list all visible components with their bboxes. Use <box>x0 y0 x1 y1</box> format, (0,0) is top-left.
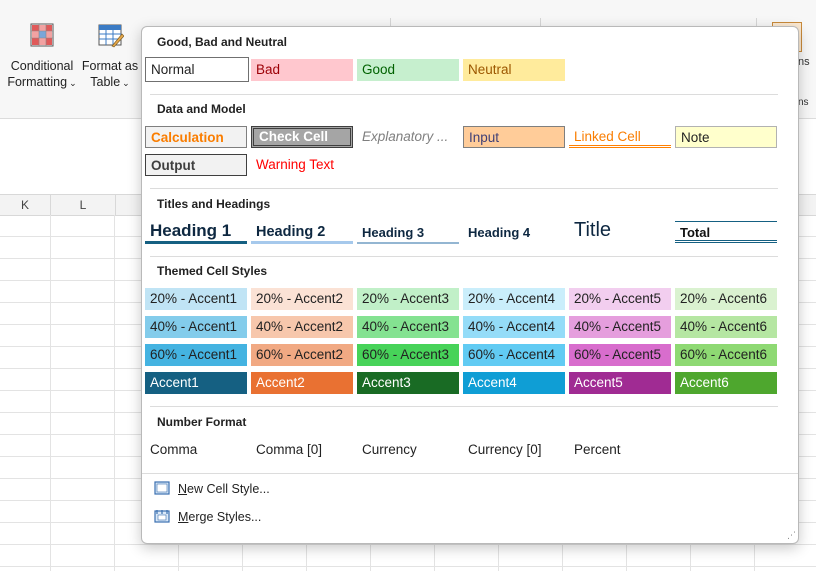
style-currency-0[interactable]: Currency [0] <box>468 442 542 457</box>
style-heading-1[interactable]: Heading 1 <box>145 219 247 244</box>
section-divider <box>150 256 778 257</box>
style-accent2[interactable]: Accent2 <box>251 372 353 394</box>
section-title-good-bad-neutral: Good, Bad and Neutral <box>157 35 288 49</box>
style-good[interactable]: Good <box>357 59 459 81</box>
style-currency[interactable]: Currency <box>362 442 417 457</box>
style-accent3[interactable]: Accent3 <box>357 372 459 394</box>
format-as-table-label-2: Table <box>90 75 121 89</box>
resize-grip-icon[interactable]: ⋰ <box>787 530 796 540</box>
section-divider <box>150 94 778 95</box>
format-as-table-icon <box>98 24 125 48</box>
style-40-accent1[interactable]: 40% - Accent1 <box>145 316 247 338</box>
style-output[interactable]: Output <box>145 154 247 176</box>
style-heading-3[interactable]: Heading 3 <box>357 222 459 244</box>
section-title-number-format: Number Format <box>157 415 247 429</box>
style-40-accent2[interactable]: 40% - Accent2 <box>251 316 353 338</box>
style-percent[interactable]: Percent <box>574 442 621 457</box>
style-heading-4[interactable]: Heading 4 <box>468 225 531 240</box>
chevron-down-icon: ⌄ <box>122 78 130 88</box>
style-check-cell[interactable]: Check Cell <box>251 126 353 148</box>
section-title-titles-headings: Titles and Headings <box>157 197 271 211</box>
new-cell-style-icon <box>154 481 170 495</box>
cell-styles-gallery: Good, Bad and Neutral Normal Bad Good Ne… <box>141 26 799 544</box>
style-note[interactable]: Note <box>675 126 777 148</box>
style-linked-cell[interactable]: Linked Cell <box>569 126 671 148</box>
section-divider <box>150 188 778 189</box>
section-divider <box>142 473 798 474</box>
style-accent1[interactable]: Accent1 <box>145 372 247 394</box>
new-cell-style-accelerator: N <box>178 482 188 496</box>
chevron-down-icon: ⌄ <box>69 78 77 88</box>
style-60-accent4[interactable]: 60% - Accent4 <box>463 344 565 366</box>
style-20-accent6[interactable]: 20% - Accent6 <box>675 288 777 310</box>
style-40-accent5[interactable]: 40% - Accent5 <box>569 316 671 338</box>
style-20-accent1[interactable]: 20% - Accent1 <box>145 288 247 310</box>
merge-styles-menu-item[interactable]: Merge Styles... <box>154 507 261 527</box>
merge-styles-label: erge Styles... <box>188 510 262 524</box>
style-40-accent6[interactable]: 40% - Accent6 <box>675 316 777 338</box>
style-60-accent3[interactable]: 60% - Accent3 <box>357 344 459 366</box>
style-heading-2[interactable]: Heading 2 <box>251 221 353 244</box>
conditional-formatting-label-1: Conditional <box>10 59 74 73</box>
column-header-l[interactable]: L <box>51 195 116 215</box>
style-20-accent3[interactable]: 20% - Accent3 <box>357 288 459 310</box>
conditional-formatting-button[interactable]: Conditional Formatting ⌄ <box>6 22 78 91</box>
style-explanatory[interactable]: Explanatory ... <box>362 129 449 144</box>
ribbon-group-label: ns <box>798 97 809 108</box>
ribbon-partial-label: ns <box>798 56 810 68</box>
style-60-accent1[interactable]: 60% - Accent1 <box>145 344 247 366</box>
style-accent6[interactable]: Accent6 <box>675 372 777 394</box>
style-title[interactable]: Title <box>574 219 612 241</box>
style-40-accent3[interactable]: 40% - Accent3 <box>357 316 459 338</box>
style-neutral[interactable]: Neutral <box>463 59 565 81</box>
section-title-data-model: Data and Model <box>157 102 246 116</box>
new-cell-style-menu-item[interactable]: New Cell Style... <box>154 479 270 499</box>
new-cell-style-label: ew Cell Style... <box>187 482 270 496</box>
style-accent4[interactable]: Accent4 <box>463 372 565 394</box>
style-warning-text[interactable]: Warning Text <box>256 157 335 172</box>
section-divider <box>150 406 778 407</box>
style-20-accent5[interactable]: 20% - Accent5 <box>569 288 671 310</box>
merge-styles-accelerator: M <box>178 510 189 524</box>
style-20-accent2[interactable]: 20% - Accent2 <box>251 288 353 310</box>
style-bad[interactable]: Bad <box>251 59 353 81</box>
style-60-accent5[interactable]: 60% - Accent5 <box>569 344 671 366</box>
style-60-accent2[interactable]: 60% - Accent2 <box>251 344 353 366</box>
style-comma-0[interactable]: Comma [0] <box>256 442 323 457</box>
style-accent5[interactable]: Accent5 <box>569 372 671 394</box>
conditional-formatting-label-2: Formatting <box>7 75 68 89</box>
conditional-formatting-icon <box>30 23 54 47</box>
style-input[interactable]: Input <box>463 126 565 148</box>
format-as-table-label-1: Format as <box>81 59 139 73</box>
style-40-accent4[interactable]: 40% - Accent4 <box>463 316 565 338</box>
style-20-accent4[interactable]: 20% - Accent4 <box>463 288 565 310</box>
merge-styles-icon <box>154 510 170 523</box>
section-title-themed: Themed Cell Styles <box>157 264 268 278</box>
format-as-table-button[interactable]: Format as Table ⌄ <box>80 22 140 91</box>
style-calculation[interactable]: Calculation <box>145 126 247 148</box>
style-60-accent6[interactable]: 60% - Accent6 <box>675 344 777 366</box>
style-comma[interactable]: Comma <box>150 442 198 457</box>
column-header-k[interactable]: K <box>0 195 51 215</box>
style-total[interactable]: Total <box>675 221 777 243</box>
style-normal[interactable]: Normal <box>145 57 249 82</box>
